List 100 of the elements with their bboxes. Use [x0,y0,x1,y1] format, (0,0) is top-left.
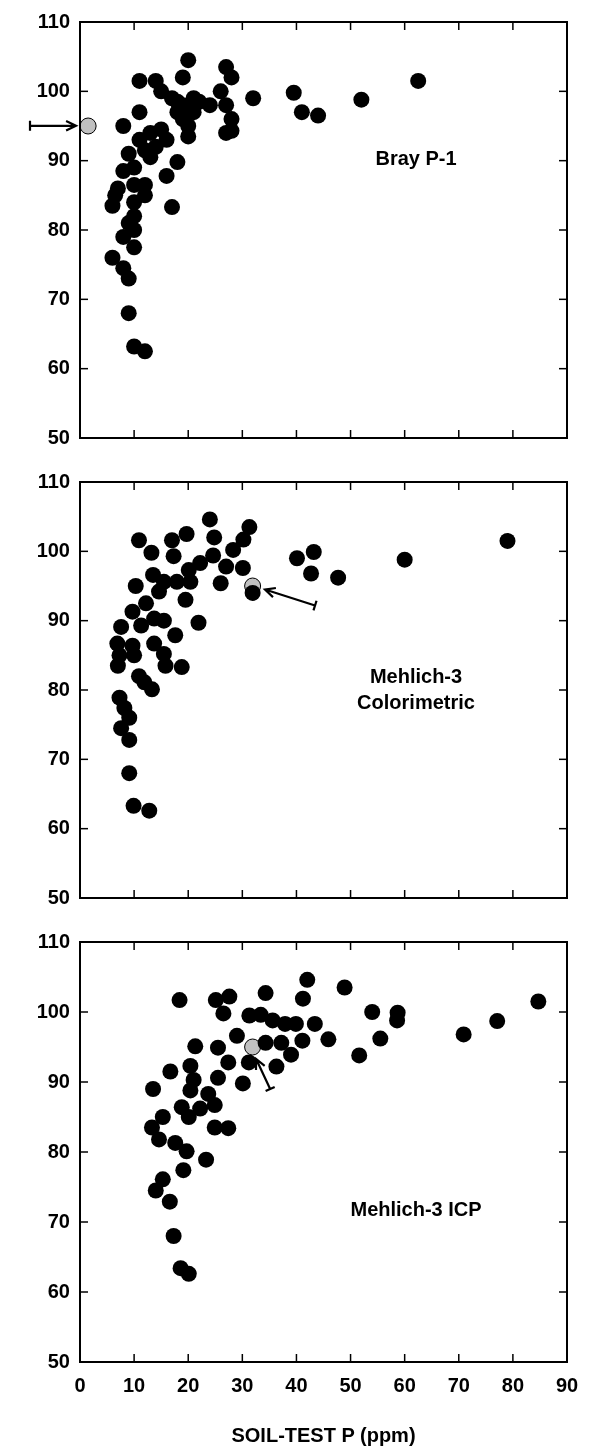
annotation: Bray P-1 [375,146,457,169]
point [190,614,207,631]
y-tick-label: 110 [37,929,70,952]
point [209,1039,226,1056]
point [206,1097,223,1114]
y-tick-label: 50 [47,425,70,448]
point [257,985,274,1002]
point [303,565,320,582]
point [124,603,141,620]
y-tick-label: 100 [36,78,70,101]
point [182,1082,199,1099]
point [187,1038,204,1055]
point [155,612,172,629]
point [163,532,180,549]
point [234,1075,251,1092]
point [240,1054,257,1071]
point [455,1026,472,1043]
point [209,1069,226,1086]
point [178,526,195,542]
point [113,720,130,737]
point [244,584,261,601]
point [372,1030,389,1047]
point [225,541,242,558]
point [330,569,347,586]
point [130,532,147,549]
point [192,1100,209,1117]
point [200,1085,217,1102]
y-tick-label: 60 [47,1279,70,1302]
point [126,647,143,664]
point [244,1038,262,1056]
point [171,992,188,1009]
point [177,591,194,608]
point [306,1015,323,1032]
y-tick-label: 50 [47,1349,70,1372]
point [283,1046,300,1063]
point [147,1182,164,1199]
point [162,1063,179,1080]
point [154,1109,171,1125]
point [182,1057,199,1074]
point [336,979,353,996]
point [215,1005,232,1022]
y-tick-label: 70 [47,746,70,769]
point [138,595,155,612]
point [351,1047,368,1064]
point [288,550,305,567]
x-tick-label: 20 [177,1373,200,1396]
point [198,1151,215,1168]
point [127,578,144,594]
y-tick-label: 70 [47,1209,70,1232]
y-tick-label: 100 [36,538,70,561]
point [143,1119,160,1136]
point [180,1265,197,1282]
point [136,674,153,691]
point [294,1032,311,1049]
x-axis-title: SOIL-TEST P (ppm) [231,1423,416,1446]
x-tick-label: 60 [393,1373,416,1396]
point [113,618,130,635]
point [133,617,150,634]
point [299,971,316,988]
point [489,1013,506,1030]
y-tick-label: 80 [47,1139,70,1162]
point [234,559,251,576]
point [252,1006,269,1023]
y-tick-label: 60 [47,816,70,839]
point [221,988,238,1005]
point [207,992,224,1009]
point [180,1109,197,1125]
y-tick-label: 90 [47,608,70,631]
point [364,1004,381,1020]
point [167,1134,184,1151]
point [165,548,182,565]
x-tick-label: 0 [74,1373,86,1396]
point [220,1054,237,1071]
point [218,558,235,575]
point [143,544,160,561]
point [161,1193,178,1210]
x-tick-label: 10 [122,1373,146,1396]
point [146,635,163,652]
point [268,1058,285,1075]
point [192,555,209,572]
y-tick-label: 60 [47,356,70,379]
point [157,657,174,674]
point [121,731,138,748]
point [273,1034,290,1051]
point [305,544,322,561]
point [121,709,138,726]
x-tick-label: 40 [285,1373,308,1396]
y-tick-label: 100 [36,999,70,1022]
point [228,1027,245,1044]
point [175,1162,192,1179]
x-tick-label: 90 [555,1373,579,1396]
x-tick-label: 50 [339,1373,362,1396]
point [206,1119,223,1136]
x-tick-label: 80 [501,1373,525,1396]
x-tick-label: 70 [447,1373,470,1396]
point [499,532,516,549]
point [125,797,142,814]
y-tick-label: 50 [47,885,70,908]
point [109,657,126,674]
y-tick-label: 80 [47,217,70,240]
